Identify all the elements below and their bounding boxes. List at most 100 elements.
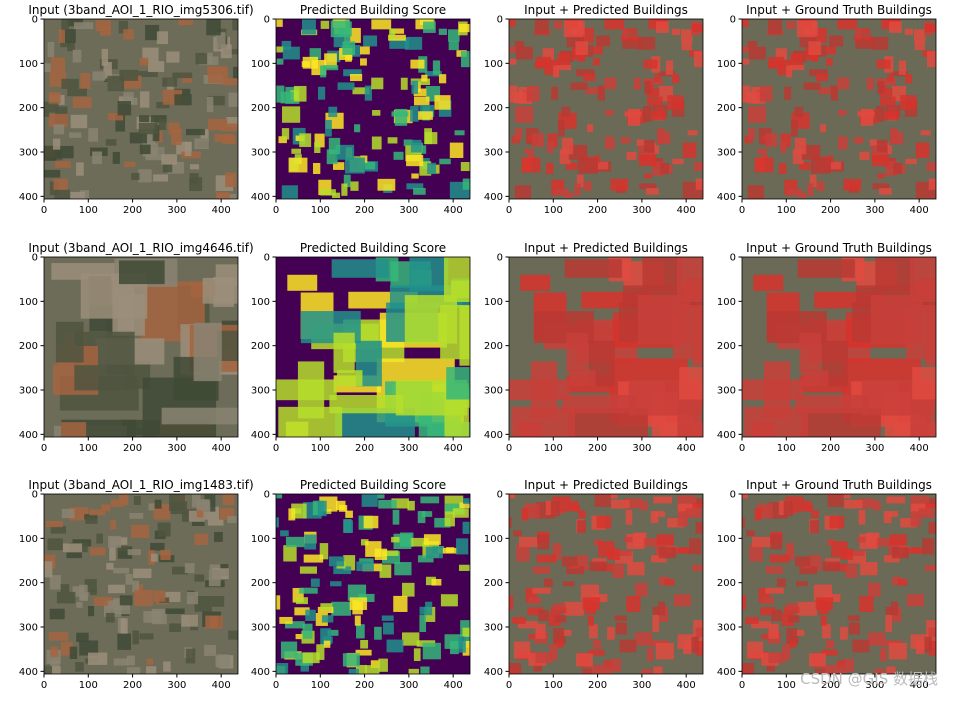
texture [644,173,652,179]
texture [196,504,204,518]
texture [53,124,65,135]
texture [438,28,447,35]
texture [853,137,864,144]
y-tick-label: 200 [19,103,38,114]
texture [393,151,404,160]
texture [637,36,656,50]
x-tick-label: 200 [821,443,840,454]
panel: Input + Ground Truth Buildings 0 100 200 300… [717,241,937,454]
texture [581,668,592,674]
texture [654,511,666,517]
panel: Input + Predicted Buildings 0 100 200 300 400… [484,478,704,691]
texture [92,71,106,81]
texture [53,138,61,150]
texture [90,589,97,596]
texture [332,162,345,170]
texture [604,19,625,30]
texture [848,622,860,635]
texture [291,148,302,154]
texture [567,407,648,437]
x-tick-label: 100 [311,443,330,454]
image [509,494,703,674]
frame [275,256,471,438]
texture [553,628,565,645]
texture [280,530,289,537]
texture [389,28,396,39]
texture [748,46,766,60]
texture [551,86,559,100]
texture [926,162,936,172]
texture [924,564,936,571]
texture [903,547,924,554]
texture [438,74,447,84]
texture [532,566,551,574]
texture [146,666,157,674]
texture [816,74,829,82]
texture [303,554,324,563]
texture [844,499,863,509]
texture [106,562,114,570]
x-tick-label: 400 [910,443,929,454]
texture [767,61,776,68]
texture [693,162,703,172]
texture [782,644,791,660]
texture [549,644,558,660]
texture [604,136,615,150]
x-tick-label: 100 [777,205,796,216]
texture [163,661,171,672]
texture [577,520,586,533]
y-tick-label: 200 [717,341,736,352]
texture [100,25,111,36]
texture [927,51,936,68]
texture [820,124,827,133]
texture [54,161,71,168]
texture [593,46,603,55]
texture [607,548,621,560]
texture [276,85,285,103]
texture [635,582,648,597]
texture [509,595,514,610]
texture [656,21,669,33]
texture [56,591,76,604]
texture [652,615,660,633]
y-tick-label: 400 [484,667,503,678]
texture [285,536,306,548]
x-tick-label: 100 [777,443,796,454]
texture [79,584,88,601]
texture [344,520,353,533]
texture [924,23,936,33]
y-tick-label: 100 [19,534,38,545]
panel-title: Input + Ground Truth Buildings [746,478,932,492]
texture [365,665,380,674]
texture [655,642,674,660]
texture [643,106,652,122]
texture [822,624,831,639]
texture [751,536,772,548]
texture [406,183,424,190]
image [44,19,238,199]
texture [691,564,703,571]
panel-title: Input (3band_AOI_1_RIO_img5306.tif) [28,3,253,17]
texture [818,87,836,95]
x-tick-label: 300 [865,680,884,691]
texture [448,29,460,42]
texture [793,629,805,636]
texture [925,502,936,509]
texture [312,162,321,175]
texture [45,520,63,528]
texture [514,40,525,50]
texture [797,601,817,616]
texture [596,515,612,529]
texture [437,547,458,554]
texture [776,578,786,587]
texture [118,545,129,551]
texture [891,601,899,616]
texture [859,151,870,160]
texture [125,573,133,585]
texture [575,41,589,55]
texture [410,59,425,69]
texture [280,641,298,659]
x-tick-label: 100 [544,443,563,454]
texture [513,91,527,104]
x-tick-label: 0 [41,680,47,691]
